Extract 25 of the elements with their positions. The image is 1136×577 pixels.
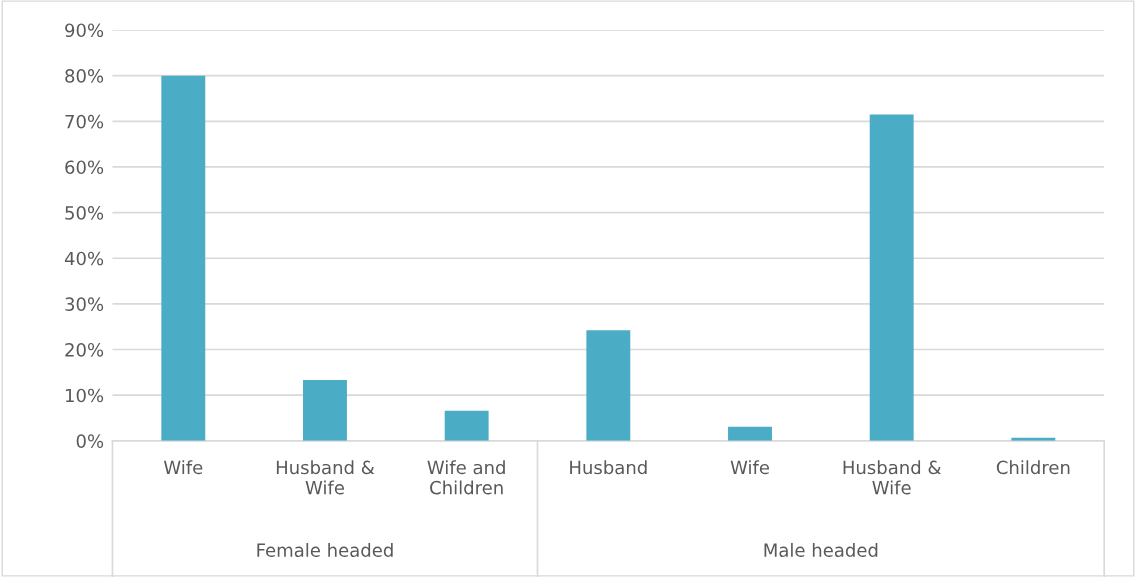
x-tick-label: Wife (730, 460, 770, 475)
y-tick-label: 40% (64, 251, 104, 266)
y-tick-label: 30% (65, 297, 104, 311)
y-tick-label: 50% (65, 206, 104, 220)
bar (869, 114, 914, 441)
y-tick-label: 90% (65, 23, 104, 38)
x-tick-label: Husband (570, 460, 647, 475)
text: Male headed (764, 543, 878, 557)
x-tick-label: Husband & Wife (843, 460, 941, 495)
bar (303, 380, 347, 441)
x-tick-label: Wife (163, 460, 203, 475)
bar (161, 75, 206, 441)
y-tick-label: 20% (65, 342, 104, 357)
x-tick-label: Children (996, 460, 1070, 475)
y-tick-label: 10% (65, 388, 104, 403)
bar (728, 426, 772, 441)
bar (586, 330, 631, 441)
y-tick-label: 60% (65, 160, 104, 175)
y-tick-label: 0% (76, 434, 104, 448)
text: Female headed (257, 543, 393, 557)
y-tick-label: 70% (65, 114, 104, 129)
y-tick-label: 80% (65, 69, 104, 83)
x-tick-label: Husband & Wife (276, 460, 375, 495)
x-tick-label: Wife and Children (427, 460, 505, 495)
bar (444, 410, 489, 441)
